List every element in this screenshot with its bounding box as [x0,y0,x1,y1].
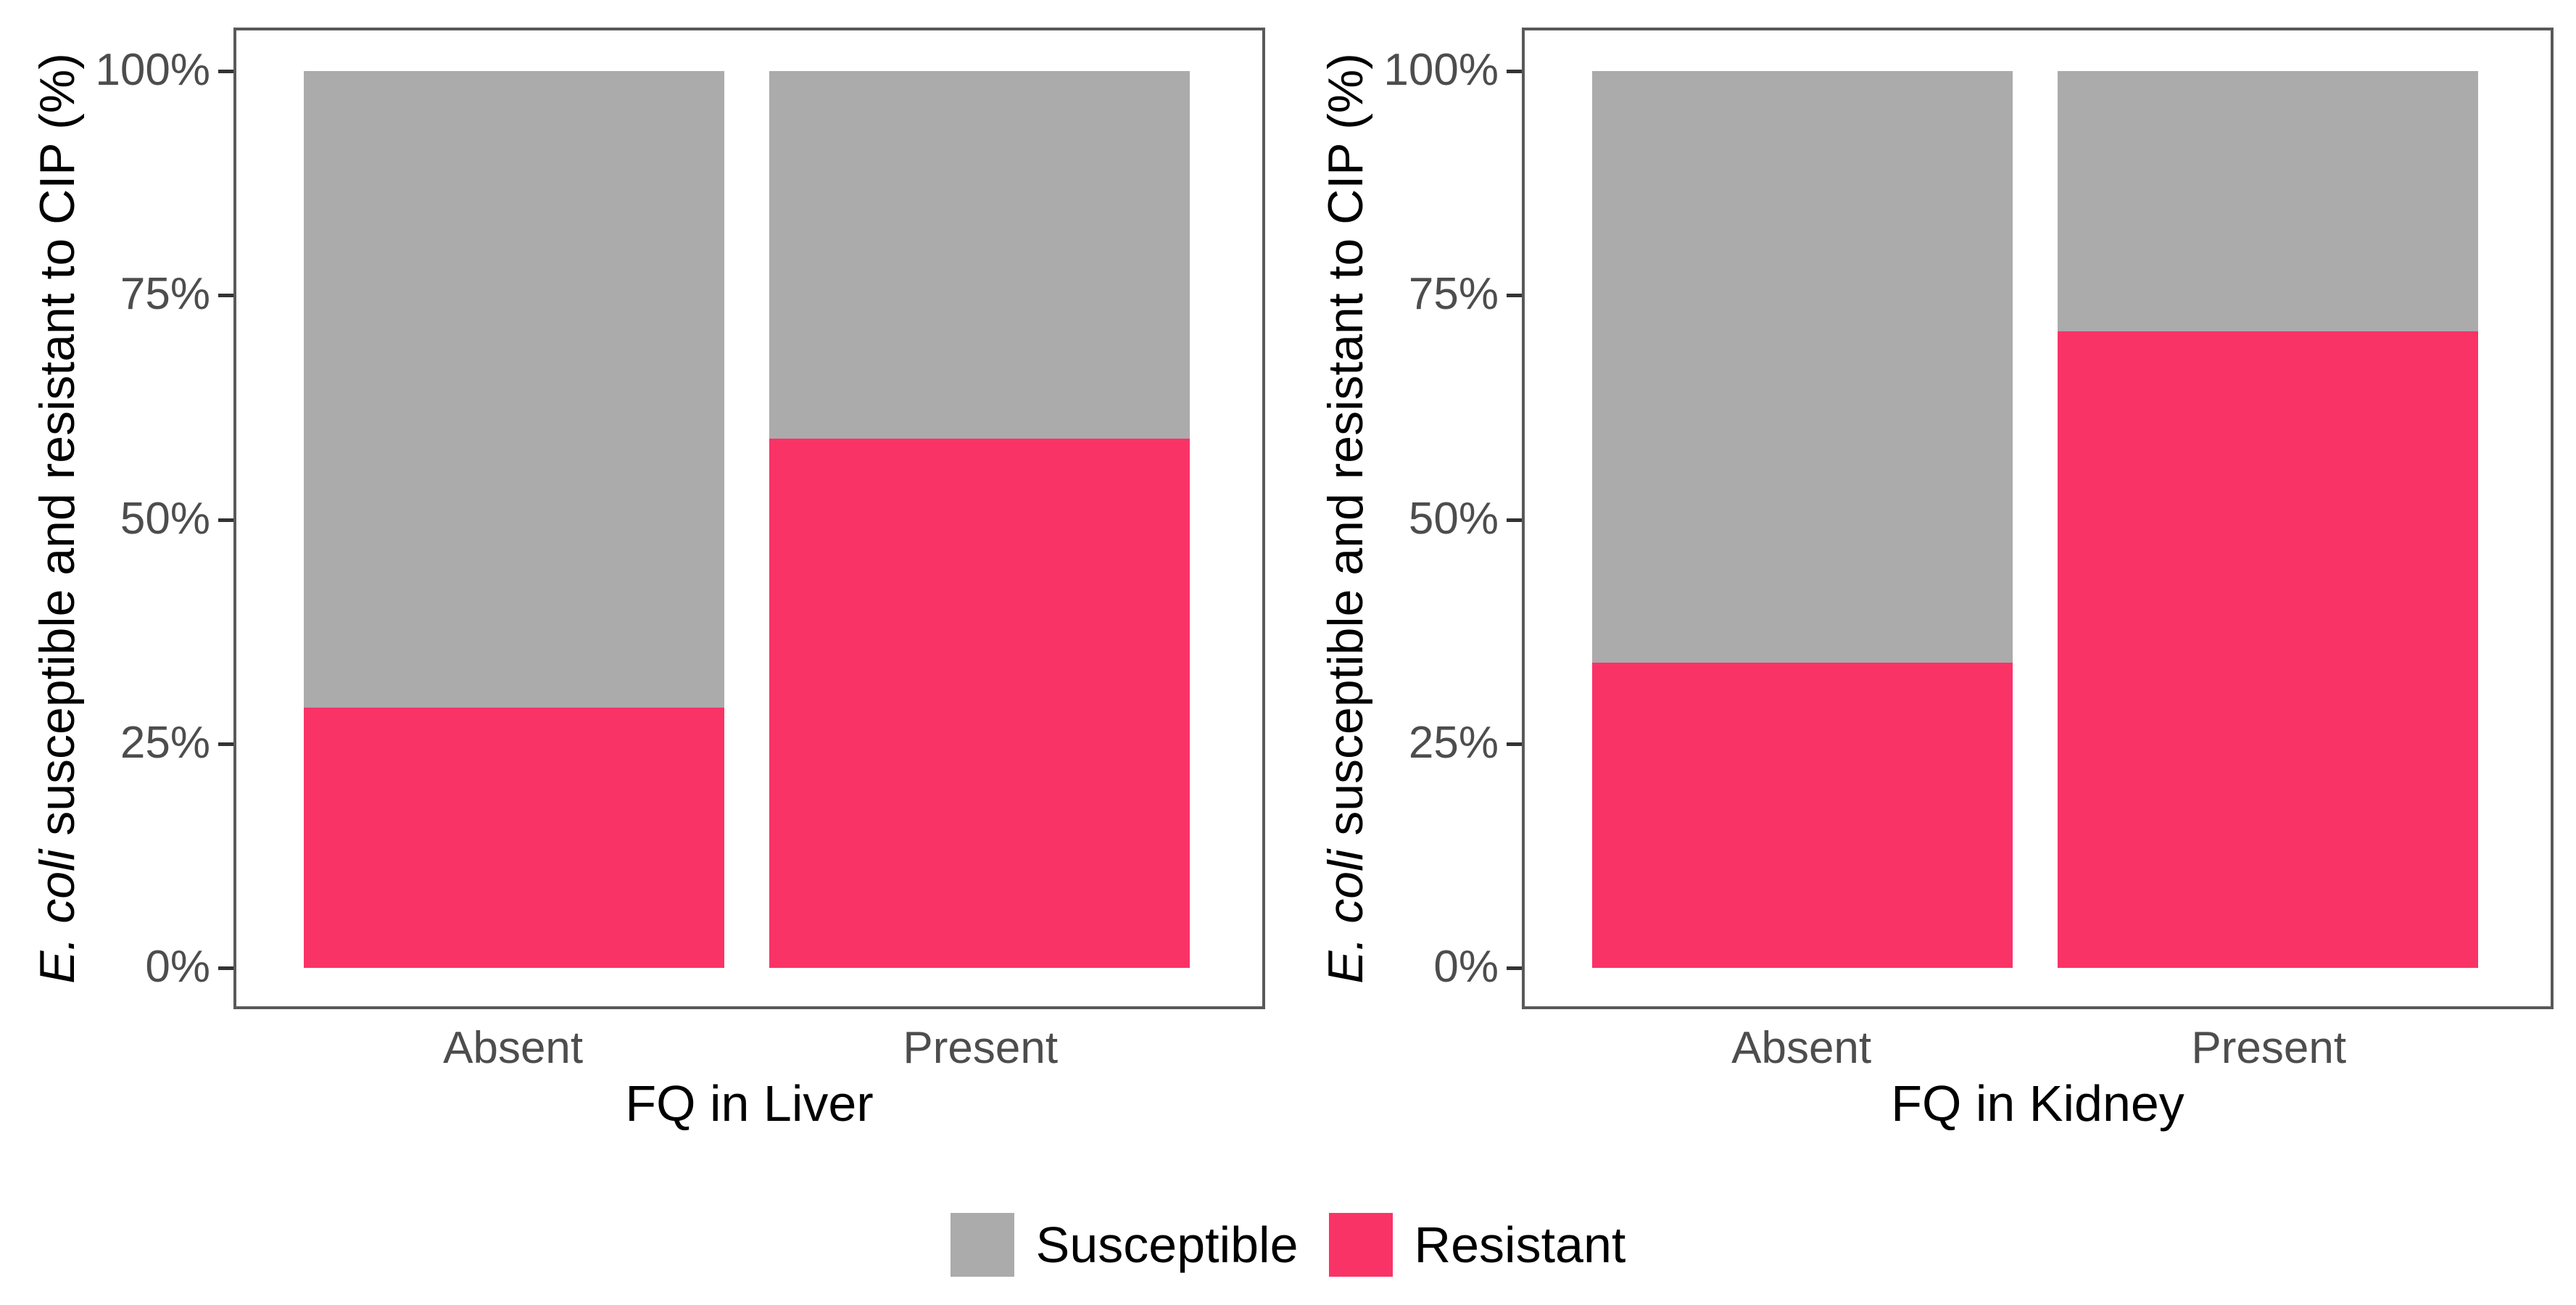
x-tick-label-absent: Absent [443,1023,584,1073]
bar-present [769,71,1190,968]
segment-resistant [304,708,725,968]
x-tick-label-present: Present [2191,1023,2347,1073]
bar-absent [1592,71,2013,968]
y-axis-title-rest: susceptible and resistant to CIP (%) [30,53,85,850]
y-tick-mark [1507,294,1523,298]
plot-panel [1522,28,2554,1009]
y-axis-title-rest: susceptible and resistant to CIP (%) [1318,53,1373,850]
y-tick-mark [218,294,234,298]
segment-susceptible [2057,71,2478,331]
x-tick-label-absent: Absent [1731,1023,1872,1073]
bar-absent [304,71,725,968]
bar-present [2057,71,2478,968]
segment-resistant [769,439,1190,968]
legend-item-susceptible: Susceptible [950,1213,1299,1277]
y-tick-mark [1507,70,1523,73]
y-axis-title: E. coli susceptible and resistant to CIP… [3,28,112,1009]
chart-kidney: E. coli susceptible and resistant to CIP… [1288,0,2576,1305]
legend: Susceptible Resistant [0,1205,2576,1285]
x-tick-label-present: Present [903,1023,1059,1073]
x-axis-title: FQ in Liver [625,1075,874,1132]
segment-resistant [1592,663,2013,968]
segment-susceptible [1592,71,2013,663]
legend-key-resistant [1328,1213,1393,1277]
chart-liver: E. coli susceptible and resistant to CIP… [3,28,1265,1132]
legend-key-susceptible [950,1213,1014,1277]
y-axis-title-species: E. coli [1318,849,1373,984]
y-tick-mark [1507,966,1523,970]
plot-panel [233,28,1265,1009]
y-tick-mark [218,70,234,73]
legend-item-resistant: Resistant [1328,1213,1626,1277]
legend-label-resistant: Resistant [1414,1217,1626,1273]
plot-area [1525,71,2551,968]
y-tick-mark [218,742,234,746]
segment-resistant [2057,331,2478,968]
y-axis-title: E. coli susceptible and resistant to CIP… [1291,28,1400,1009]
segment-susceptible [304,71,725,708]
y-tick-mark [218,518,234,522]
plot-area [236,71,1262,968]
y-axis-title-species: E. coli [30,849,85,984]
segment-susceptible [769,71,1190,439]
x-axis-tick-labels: Absent Present [1522,1022,2554,1073]
y-tick-mark [1507,518,1523,522]
x-axis-tick-labels: Absent Present [233,1022,1265,1073]
x-axis-title: FQ in Kidney [1891,1075,2184,1132]
y-tick-mark [1507,742,1523,746]
legend-label-susceptible: Susceptible [1035,1217,1299,1273]
y-tick-mark [218,966,234,970]
